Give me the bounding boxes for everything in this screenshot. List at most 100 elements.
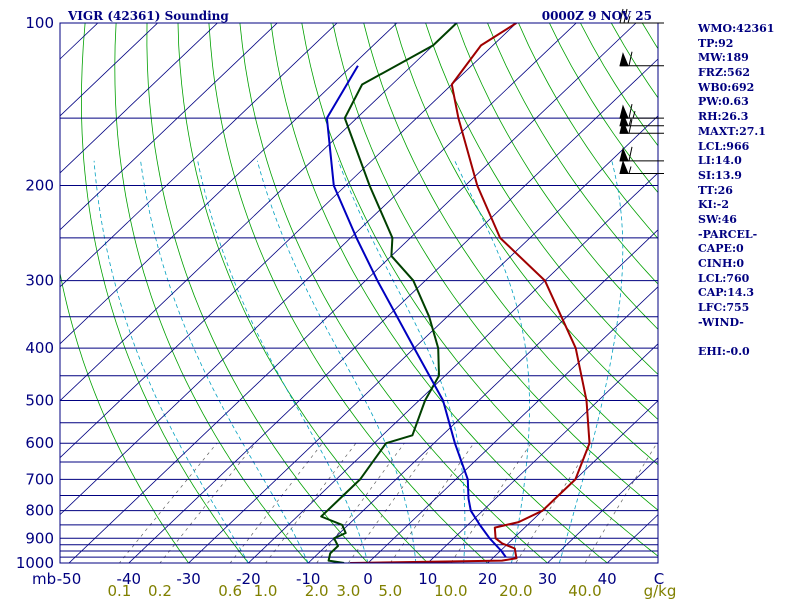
index-line: CAPE:0 <box>698 242 744 256</box>
mixing-ratio-tick-label: 3.0 <box>336 582 360 600</box>
index-line: PW:0.63 <box>698 95 749 109</box>
index-line: -PARCEL- <box>698 227 758 241</box>
mixing-ratio-tick-label: 0.1 <box>107 582 131 600</box>
pressure-tick-label: 500 <box>25 391 54 409</box>
index-line: SW:46 <box>698 212 737 226</box>
moist-adiabat <box>256 160 417 563</box>
chart-grid <box>0 0 658 585</box>
index-line: TT:26 <box>698 183 733 197</box>
mixing-ratio-line <box>265 442 357 563</box>
mixing-ratio-tick-label: 10.0 <box>434 582 467 600</box>
temperature-unit-label: C <box>654 570 664 588</box>
pressure-tick-label: 100 <box>25 14 54 32</box>
temperature-tick-label: -20 <box>236 570 261 588</box>
temperature-tick-label: -40 <box>117 570 142 588</box>
index-line: CAP:14.3 <box>698 286 755 300</box>
isotherm <box>546 457 658 563</box>
index-line: -WIND- <box>698 315 744 329</box>
station-title: VIGR (42361) Sounding <box>67 9 229 23</box>
dry-adiabat <box>208 23 489 563</box>
isotherm <box>60 23 458 402</box>
barb-full <box>628 51 633 66</box>
wind-barb <box>619 8 664 24</box>
mixing-ratio-line <box>450 443 532 563</box>
moist-adiabat <box>197 160 369 563</box>
pressure-tick-label: 600 <box>25 434 54 452</box>
dry-adiabat <box>60 271 190 563</box>
isotherm <box>60 23 99 60</box>
barb-pennant <box>619 159 629 175</box>
temperature-trace <box>350 23 591 563</box>
index-line: LCL:966 <box>698 139 750 153</box>
mixing-ratio-line <box>584 443 658 563</box>
temperature-tick-label: 10 <box>418 570 437 588</box>
moist-adiabat <box>559 160 624 563</box>
wind-barb <box>619 159 664 175</box>
mixing-ratio-line <box>389 442 475 563</box>
index-line: WMO:42361 <box>698 22 775 35</box>
barb-full <box>628 146 633 161</box>
barb-full <box>628 119 633 134</box>
pressure-unit-label: mb <box>32 570 56 588</box>
isotherm <box>128 58 658 563</box>
index-line: LI:14.0 <box>698 154 742 168</box>
mixing-ratio-tick-label: 5.0 <box>378 582 402 600</box>
index-line: SI:13.9 <box>698 168 742 182</box>
index-line: RH:26.3 <box>698 110 749 124</box>
isotherm <box>60 23 218 174</box>
index-line <box>698 330 798 345</box>
barb-full <box>619 8 624 24</box>
index-line: MAXT:27.1 <box>698 124 766 138</box>
pressure-tick-label: 200 <box>25 177 54 195</box>
index-line: MW:189 <box>698 51 749 65</box>
temperature-tick-label: 20 <box>478 570 497 588</box>
pressure-tick-label: 800 <box>25 502 54 520</box>
temperature-tick-label: 30 <box>538 570 557 588</box>
dry-adiabat <box>270 23 608 563</box>
moist-adiabat <box>140 160 309 563</box>
isotherm <box>60 23 398 345</box>
mixing-ratio-line <box>347 442 435 563</box>
temperature-tick-label: 40 <box>598 570 617 588</box>
temperature-tick-label: -30 <box>176 570 201 588</box>
index-line: FRZ:562 <box>698 66 751 80</box>
pressure-tick-label: 400 <box>25 339 54 357</box>
sounding-time: 0000Z 9 NOV 25 <box>542 9 652 23</box>
temperature-tick-label: -10 <box>296 570 321 588</box>
wind-barb <box>619 51 664 67</box>
pressure-tick-label: 1000 <box>16 554 54 572</box>
dry-adiabat <box>114 23 309 563</box>
mixing-ratio-line <box>229 442 323 563</box>
barb-half <box>632 110 636 119</box>
index-line: LCL:760 <box>698 271 750 285</box>
isotherm <box>68 23 637 563</box>
pressure-tick-label: 300 <box>25 272 54 290</box>
mixing-ratio-tick-label: 0.6 <box>218 582 242 600</box>
index-line: EHI:-0.0 <box>698 345 750 359</box>
barb-full <box>628 103 633 119</box>
isotherm <box>367 286 658 563</box>
barb-half <box>627 15 631 24</box>
dry-adiabat <box>239 23 549 563</box>
mixing-ratio-tick-label: 0.2 <box>148 582 172 600</box>
mixing-ratio-tick-label: 2.0 <box>305 582 329 600</box>
index-line: KI:-2 <box>698 198 729 212</box>
pressure-tick-label: 900 <box>25 529 54 547</box>
wind-barb <box>619 119 664 134</box>
barb-half <box>628 166 632 174</box>
sounding-indices-panel: WMO:42361 TP:92 MW:189 FRZ:562 WB0:692 PW:0.6… <box>698 22 798 360</box>
plot-frame <box>59 22 659 564</box>
temperature-tick-label: 0 <box>363 570 373 588</box>
dry-adiabat <box>80 23 249 563</box>
mixing-ratio-tick-label: 1.0 <box>254 582 278 600</box>
index-line: WB0:692 <box>698 80 755 94</box>
isotherm <box>0 0 64 585</box>
isotherm <box>60 23 159 117</box>
wind-barb <box>619 146 664 162</box>
temperature-tick-label: -50 <box>57 570 82 588</box>
index-line: LFC:755 <box>698 301 750 315</box>
dry-adiabat <box>177 23 429 563</box>
index-line: TP:92 <box>698 36 734 50</box>
parcel-trace <box>325 65 507 558</box>
